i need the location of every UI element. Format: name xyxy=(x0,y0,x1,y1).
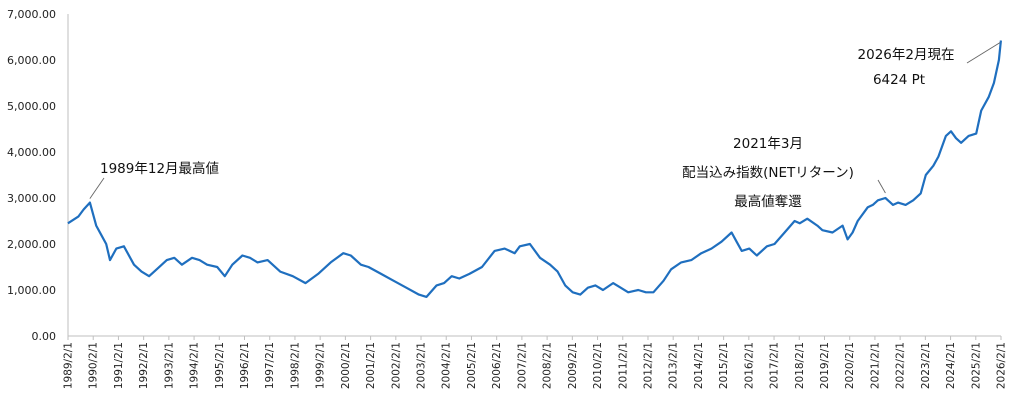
x-tick-label: 1994/2/1 xyxy=(189,342,201,389)
annotation-2026-line1: 2026年2月現在 xyxy=(858,47,955,63)
x-tick-label: 2022/2/1 xyxy=(895,342,907,389)
y-tick-label: 2,000.00 xyxy=(7,238,56,251)
x-tick-label: 1993/2/1 xyxy=(163,342,175,389)
x-tick-label: 2013/2/1 xyxy=(668,342,680,389)
x-tick-label: 1999/2/1 xyxy=(315,342,327,389)
y-tick-label: 7,000.00 xyxy=(7,8,56,21)
series-line xyxy=(67,40,1002,298)
x-tick-label: 2021/2/1 xyxy=(869,342,881,389)
x-tick-label: 2016/2/1 xyxy=(743,342,755,389)
x-tick-label: 2024/2/1 xyxy=(945,342,957,389)
x-tick-label: 2003/2/1 xyxy=(416,342,428,389)
x-tick-label: 2005/2/1 xyxy=(466,342,478,389)
x-tick-label: 2010/2/1 xyxy=(592,342,604,389)
x-tick-label: 2009/2/1 xyxy=(567,342,579,389)
y-tick-label: 3,000.00 xyxy=(7,192,56,205)
annotation-1989-peak: 1989年12月最高値 xyxy=(100,160,219,177)
x-tick-label: 2026/2/1 xyxy=(996,342,1008,389)
x-tick-label: 2017/2/1 xyxy=(769,342,781,389)
y-tick-label: 0.00 xyxy=(32,330,57,343)
annotation-2021-line3: 最高値奪還 xyxy=(734,193,802,210)
x-tick-label: 2025/2/1 xyxy=(970,342,982,389)
x-tick-label: 2008/2/1 xyxy=(542,342,554,389)
y-tick-label: 5,000.00 xyxy=(7,100,56,113)
x-tick-label: 2019/2/1 xyxy=(819,342,831,389)
annotations: 1989年12月最高値 2021年3月 配当込み指数(NETリターン) 最高値奪… xyxy=(89,42,1001,210)
y-tick-label: 1,000.00 xyxy=(7,284,56,297)
x-tick-label: 2023/2/1 xyxy=(920,342,932,389)
x-tick-label: 2012/2/1 xyxy=(642,342,654,389)
x-tick-label: 2020/2/1 xyxy=(844,342,856,389)
annotation-2026-line2: 6424 Pt xyxy=(873,72,925,88)
annotation-leader-1989 xyxy=(89,177,105,199)
annotation-2021-line1: 2021年3月 xyxy=(733,136,803,152)
x-tick-label: 1991/2/1 xyxy=(113,342,125,389)
x-tick-label: 2015/2/1 xyxy=(718,342,730,389)
x-tick-label: 1990/2/1 xyxy=(88,342,100,389)
x-tick-label: 1995/2/1 xyxy=(214,342,226,389)
x-tick-label: 2011/2/1 xyxy=(617,342,629,389)
x-axis-ticks: 1989/2/1 1990/2/1 1991/2/1 1992/2/1 1993/2/1… xyxy=(63,336,1008,389)
x-tick-label: 1997/2/1 xyxy=(264,342,276,389)
x-tick-label: 2002/2/1 xyxy=(390,342,402,389)
x-tick-label: 2006/2/1 xyxy=(491,342,503,389)
x-tick-label: 2018/2/1 xyxy=(794,342,806,389)
annotation-2021-line2: 配当込み指数(NETリターン) xyxy=(682,165,854,181)
annotation-leader-2021 xyxy=(877,179,886,194)
x-tick-label: 1996/2/1 xyxy=(239,342,251,389)
x-tick-label: 1989/2/1 xyxy=(63,342,75,389)
annotation-leader-2026 xyxy=(966,42,1001,64)
x-tick-label: 2001/2/1 xyxy=(365,342,377,389)
x-tick-label: 2004/2/1 xyxy=(441,342,453,389)
x-tick-label: 1992/2/1 xyxy=(138,342,150,389)
y-axis-ticks: 0.00 1,000.00 2,000.00 3,000.00 4,000.00 5,00… xyxy=(7,8,56,343)
y-tick-label: 4,000.00 xyxy=(7,146,56,159)
x-tick-label: 2007/2/1 xyxy=(516,342,528,389)
x-tick-label: 2014/2/1 xyxy=(693,342,705,389)
x-tick-label: 2000/2/1 xyxy=(340,342,352,389)
x-tick-label: 1998/2/1 xyxy=(289,342,301,389)
y-tick-label: 6,000.00 xyxy=(7,54,56,67)
